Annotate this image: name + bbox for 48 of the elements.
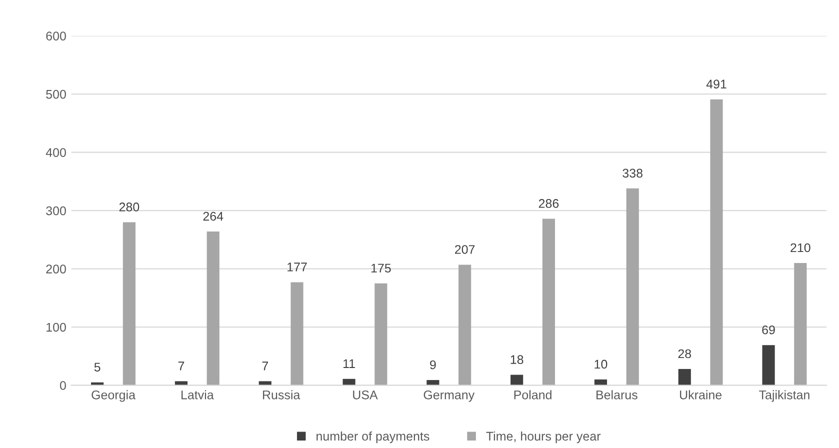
data-label: 280 [119,202,140,212]
data-label: 5 [94,362,100,372]
data-label: 7 [178,362,184,370]
y-tick-label: 200 [46,264,66,274]
y-tick-label: 400 [46,148,66,157]
x-tick-label: Latvia [182,390,214,400]
data-label: 338 [622,168,642,178]
data-label: 11 [343,359,355,368]
bar [762,345,775,386]
x-tick-label: Belarus [596,390,638,400]
bar [542,218,555,386]
bar [290,282,304,386]
data-label: 491 [706,80,726,89]
x-tick-label: Tajikistan [759,390,810,402]
data-label: 69 [762,325,775,334]
data-label: 18 [510,355,524,364]
bar [626,188,639,386]
x-tick-label: Russia [262,390,300,400]
y-tick-label: 500 [46,90,66,99]
x-tick-label: USA [353,390,378,400]
data-label: 210 [790,243,810,252]
data-label: 10 [594,360,608,369]
bar [678,368,691,386]
data-label: 175 [371,264,391,273]
x-tick-label: Germany [424,390,475,402]
data-label: 9 [430,360,436,370]
data-label: 28 [678,349,692,358]
data-label: 207 [455,245,475,254]
x-tick-label: Ukraine [680,390,722,400]
y-tick-label: 0 [60,381,66,390]
bar [206,232,220,386]
y-tick-label: 300 [46,206,66,216]
y-tick-label: 600 [46,32,66,40]
bar [710,99,723,386]
bar [458,264,472,386]
data-label: 286 [538,199,559,208]
data-label: 264 [203,212,224,221]
x-tick-label: Georgia [92,390,136,402]
bar [374,283,388,386]
bar [510,374,524,386]
data-label: 177 [288,262,307,272]
data-label: 7 [262,362,268,370]
bar [122,222,136,386]
legend-label: Time, hours per year [486,431,601,444]
x-tick-label: Poland [514,390,552,400]
bar [794,262,807,386]
y-tick-label: 100 [46,322,66,332]
legend-label: number of payments [316,431,430,444]
